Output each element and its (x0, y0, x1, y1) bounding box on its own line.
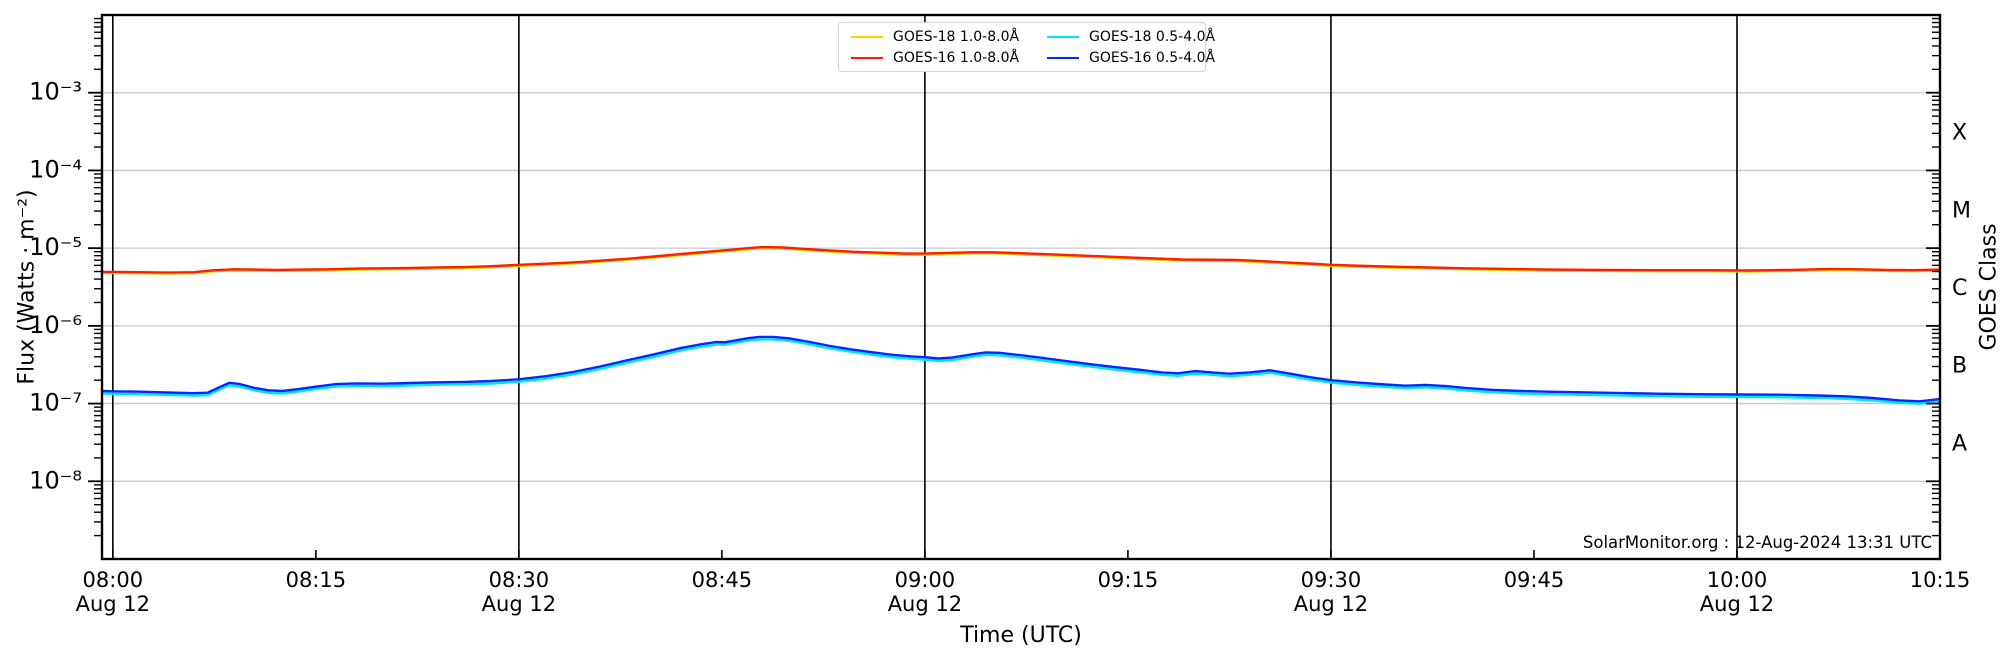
legend-line-swatch (851, 56, 883, 59)
legend-label: GOES-18 1.0-8.0Å (893, 28, 1020, 45)
goes-class-c: C (1952, 276, 1967, 301)
legend-item-4: GOES-16 0.5-4.0Å (1047, 50, 1215, 66)
goes-class-x: X (1952, 121, 1967, 146)
legend-label: GOES-16 1.0-8.0Å (893, 49, 1020, 66)
legend: GOES-18 1.0-8.0Å GOES-18 0.5-4.0Å GOES-16 … (838, 22, 1215, 72)
attribution-text: SolarMonitor.org : 12-Aug-2024 13:31 UTC (1582, 533, 1932, 552)
x-tick-date: Aug 12 (1294, 592, 1368, 616)
x-tick-date: Aug 12 (76, 592, 150, 616)
x-tick-date: Aug 12 (482, 592, 556, 616)
x-axis-title: Time (UTC) (960, 623, 1082, 648)
legend-label: GOES-16 0.5-4.0Å (1089, 49, 1216, 66)
y-axis-title: Flux (Watts · m⁻²) (14, 189, 40, 385)
x-tick-date: Aug 12 (1700, 592, 1774, 616)
x-tick-label: 08:00 (83, 568, 144, 592)
right-axis-title: GOES Class (1976, 223, 2000, 351)
x-tick-label: 10:00 (1707, 568, 1768, 592)
series-goes-16-1-0-8-0- (100, 245, 1942, 274)
x-tick-label: 09:00 (895, 568, 956, 592)
legend-label: GOES-18 0.5-4.0Å (1089, 28, 1216, 45)
legend-item-1: GOES-18 1.0-8.0Å (851, 29, 1047, 45)
x-tick-label: 09:45 (1504, 568, 1565, 592)
legend-item-2: GOES-18 0.5-4.0Å (1047, 29, 1215, 45)
goes-class-a: A (1952, 431, 1967, 456)
y-tick-label: 10⁻⁸ (29, 466, 82, 494)
x-tick-label: 09:15 (1098, 568, 1159, 592)
y-tick-label: 10⁻⁷ (29, 389, 82, 417)
series-goes-18-0-5-4-0- (100, 338, 1942, 405)
y-tick-label: 10⁻⁶ (29, 311, 82, 339)
x-tick-label: 08:15 (286, 568, 347, 592)
plot-frame (100, 13, 1942, 561)
y-tick-label: 10⁻⁵ (29, 233, 82, 261)
x-tick-label: 08:30 (489, 568, 550, 592)
x-tick-label: 09:30 (1301, 568, 1362, 592)
x-tick-label: 10:15 (1910, 568, 1971, 592)
y-tick-label: 10⁻⁴ (29, 155, 82, 183)
y-tick-label: 10⁻³ (29, 78, 82, 106)
x-tick-label: 08:45 (692, 568, 753, 592)
series-goes-16-0-5-4-0- (100, 335, 1942, 403)
legend-line-swatch (1047, 35, 1079, 38)
x-tick-date: Aug 12 (888, 592, 962, 616)
legend-line-swatch (1047, 56, 1079, 59)
goes-class-b: B (1952, 354, 1967, 379)
legend-item-3: GOES-16 1.0-8.0Å (851, 50, 1047, 66)
legend-line-swatch (851, 35, 883, 38)
goes-class-m: M (1952, 198, 1971, 223)
